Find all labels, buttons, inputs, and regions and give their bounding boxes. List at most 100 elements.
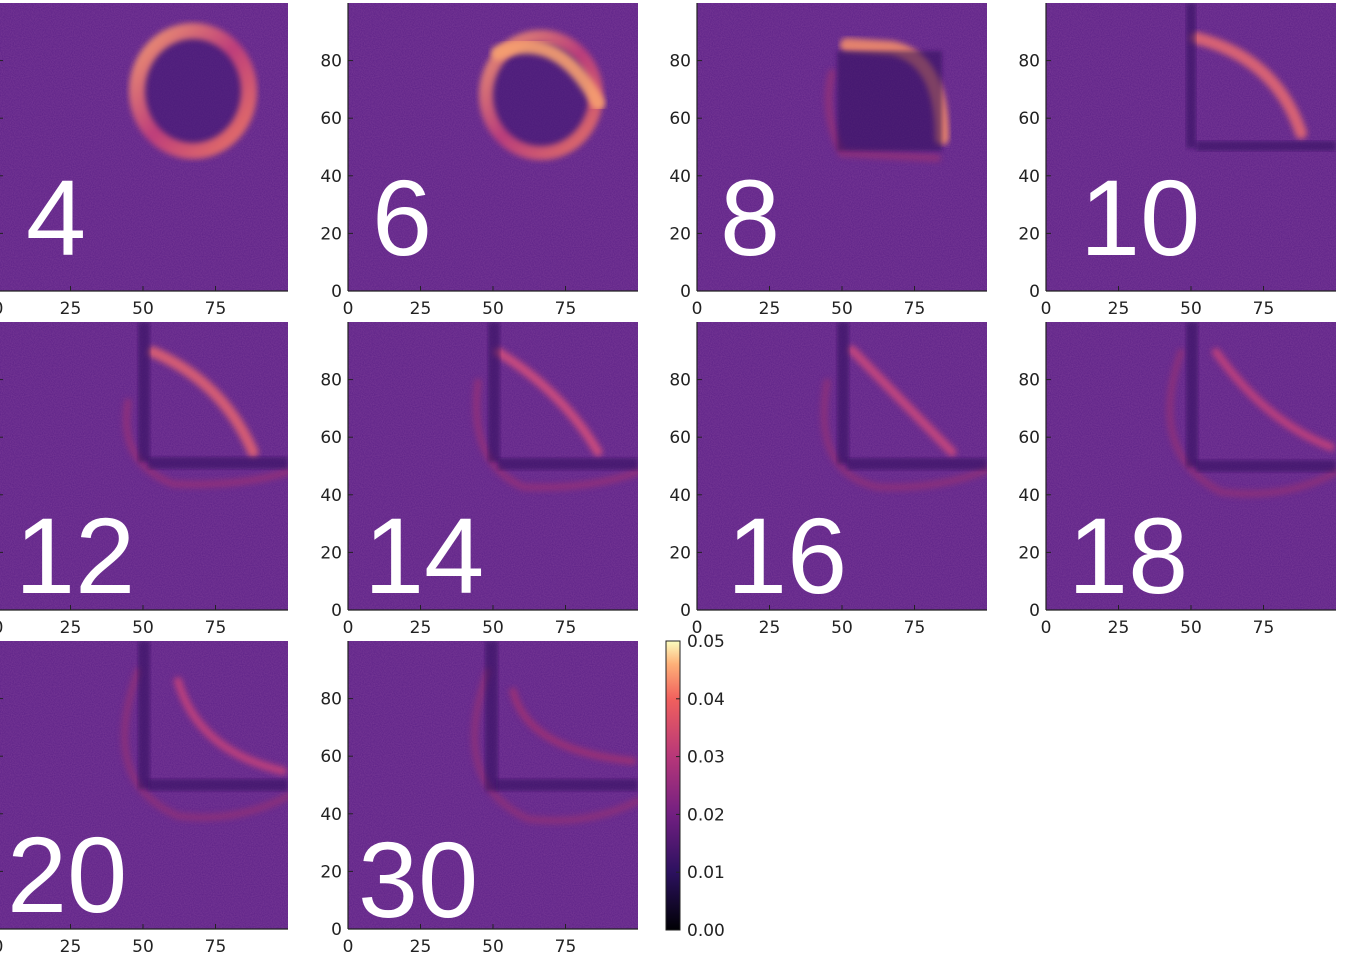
y-tick-label: 20 — [320, 224, 342, 244]
y-tick-label: 0 — [680, 282, 691, 302]
heatmap-features — [123, 322, 288, 488]
heatmap-features — [479, 30, 605, 160]
x-tick-label: 0 — [0, 299, 3, 319]
y-tick-label: 80 — [669, 371, 691, 391]
x-tick-label: 0 — [343, 299, 354, 319]
y-tick-label: 20 — [669, 224, 691, 244]
x-tick-label: 25 — [410, 937, 432, 954]
heatmap-features — [1166, 322, 1336, 498]
y-tick-label: 0 — [331, 282, 342, 302]
colorbar-tick-label: 0.01 — [687, 863, 725, 883]
heatmap-features — [820, 322, 987, 491]
y-tick-label: 20 — [669, 543, 691, 563]
y-tick-label: 40 — [1018, 167, 1040, 187]
panel-5: 0 25 50 75 — [0, 322, 288, 638]
x-tick-label: 50 — [831, 299, 853, 319]
y-tick-label: 60 — [1018, 109, 1040, 129]
panel-6: 0 25 50 75 0 20 40 60 80 — [320, 322, 638, 638]
x-tick-label: 0 — [0, 618, 3, 638]
heatmap-features — [471, 641, 638, 824]
panel-2: 0 25 50 75 0 20 40 60 80 — [320, 3, 638, 319]
x-tick-label: 0 — [692, 299, 703, 319]
y-tick-label: 60 — [320, 747, 342, 767]
panel-label: 12 — [15, 495, 135, 616]
y-tick-label: 40 — [669, 486, 691, 506]
panel-4: 0 25 50 75 0 20 40 60 80 — [1018, 3, 1336, 319]
y-tick-label: 20 — [1018, 224, 1040, 244]
y-tick-label: 80 — [320, 690, 342, 710]
x-tick-label: 0 — [0, 937, 3, 954]
colorbar-tick-label: 0.02 — [687, 805, 725, 825]
x-tick-label: 50 — [831, 618, 853, 638]
panel-label: 4 — [26, 157, 86, 278]
x-tick-label: 25 — [759, 618, 781, 638]
heatmap-features — [824, 38, 949, 162]
x-tick-label: 25 — [1108, 299, 1130, 319]
panel-label: 18 — [1068, 495, 1188, 616]
heatmap-features — [121, 641, 288, 821]
y-tick-label: 0 — [1029, 601, 1040, 621]
y-tick-label: 40 — [669, 167, 691, 187]
colorbar-tick-label: 0.03 — [687, 748, 725, 768]
y-tick-label: 0 — [680, 601, 691, 621]
x-tick-label: 75 — [555, 937, 577, 954]
x-tick-label: 25 — [1108, 618, 1130, 638]
x-tick-label: 0 — [692, 618, 703, 638]
y-tick-label: 20 — [320, 543, 342, 563]
y-tick-label: 80 — [1018, 371, 1040, 391]
y-tick-label: 60 — [669, 428, 691, 448]
x-tick-label: 0 — [1041, 618, 1052, 638]
x-tick-label: 75 — [205, 618, 227, 638]
x-tick-label: 25 — [60, 618, 82, 638]
x-tick-label: 0 — [343, 618, 354, 638]
x-tick-label: 50 — [1180, 299, 1202, 319]
y-tick-label: 0 — [331, 601, 342, 621]
y-tick-label: 40 — [1018, 486, 1040, 506]
x-tick-label: 50 — [482, 299, 504, 319]
panel-label: 30 — [358, 819, 478, 940]
panel-3: 0 25 50 75 0 20 40 60 80 — [669, 3, 987, 319]
x-tick-label: 25 — [60, 937, 82, 954]
panel-10: 0 25 50 75 0 20 40 60 80 — [320, 641, 638, 954]
y-tick-label: 80 — [320, 52, 342, 72]
y-tick-label: 60 — [320, 109, 342, 129]
panel-label: 16 — [727, 495, 847, 616]
x-tick-label: 75 — [205, 299, 227, 319]
panel-1: 0 25 50 75 — [0, 3, 288, 319]
x-tick-label: 50 — [132, 299, 154, 319]
x-tick-label: 25 — [410, 299, 432, 319]
x-tick-label: 75 — [904, 618, 926, 638]
colorbar: 0.00 0.01 0.02 0.03 0.04 0.05 — [665, 632, 725, 941]
y-tick-label: 40 — [320, 805, 342, 825]
x-tick-label: 75 — [555, 618, 577, 638]
panel-label: 10 — [1080, 157, 1200, 278]
panel-label: 6 — [372, 157, 432, 278]
y-tick-label: 40 — [320, 167, 342, 187]
y-tick-label: 20 — [1018, 543, 1040, 563]
x-tick-label: 75 — [1253, 618, 1275, 638]
x-tick-label: 50 — [1180, 618, 1202, 638]
x-tick-label: 50 — [132, 618, 154, 638]
heatmap-features — [129, 23, 257, 159]
panel-8: 0 25 50 75 0 20 40 60 80 — [1018, 322, 1336, 638]
x-tick-label: 0 — [343, 937, 354, 954]
colorbar-tick-label: 0.05 — [687, 632, 725, 652]
heatmap-features — [472, 322, 638, 491]
y-tick-label: 60 — [320, 428, 342, 448]
panel-label: 8 — [720, 157, 780, 278]
x-tick-label: 25 — [410, 618, 432, 638]
y-tick-label: 60 — [1018, 428, 1040, 448]
panel-9: 0 25 50 75 — [0, 641, 288, 954]
x-tick-label: 50 — [482, 937, 504, 954]
y-tick-label: 60 — [669, 109, 691, 129]
panel-label: 20 — [7, 814, 127, 935]
panel-label: 14 — [364, 495, 484, 616]
panels: 0255075025507502040608002550750204060800… — [0, 3, 1336, 954]
y-tick-label: 80 — [1018, 52, 1040, 72]
x-tick-label: 50 — [482, 618, 504, 638]
x-tick-label: 75 — [1253, 299, 1275, 319]
panel-7: 0 25 50 75 0 20 40 60 80 — [669, 322, 987, 638]
x-tick-label: 75 — [205, 937, 227, 954]
y-tick-label: 80 — [669, 52, 691, 72]
